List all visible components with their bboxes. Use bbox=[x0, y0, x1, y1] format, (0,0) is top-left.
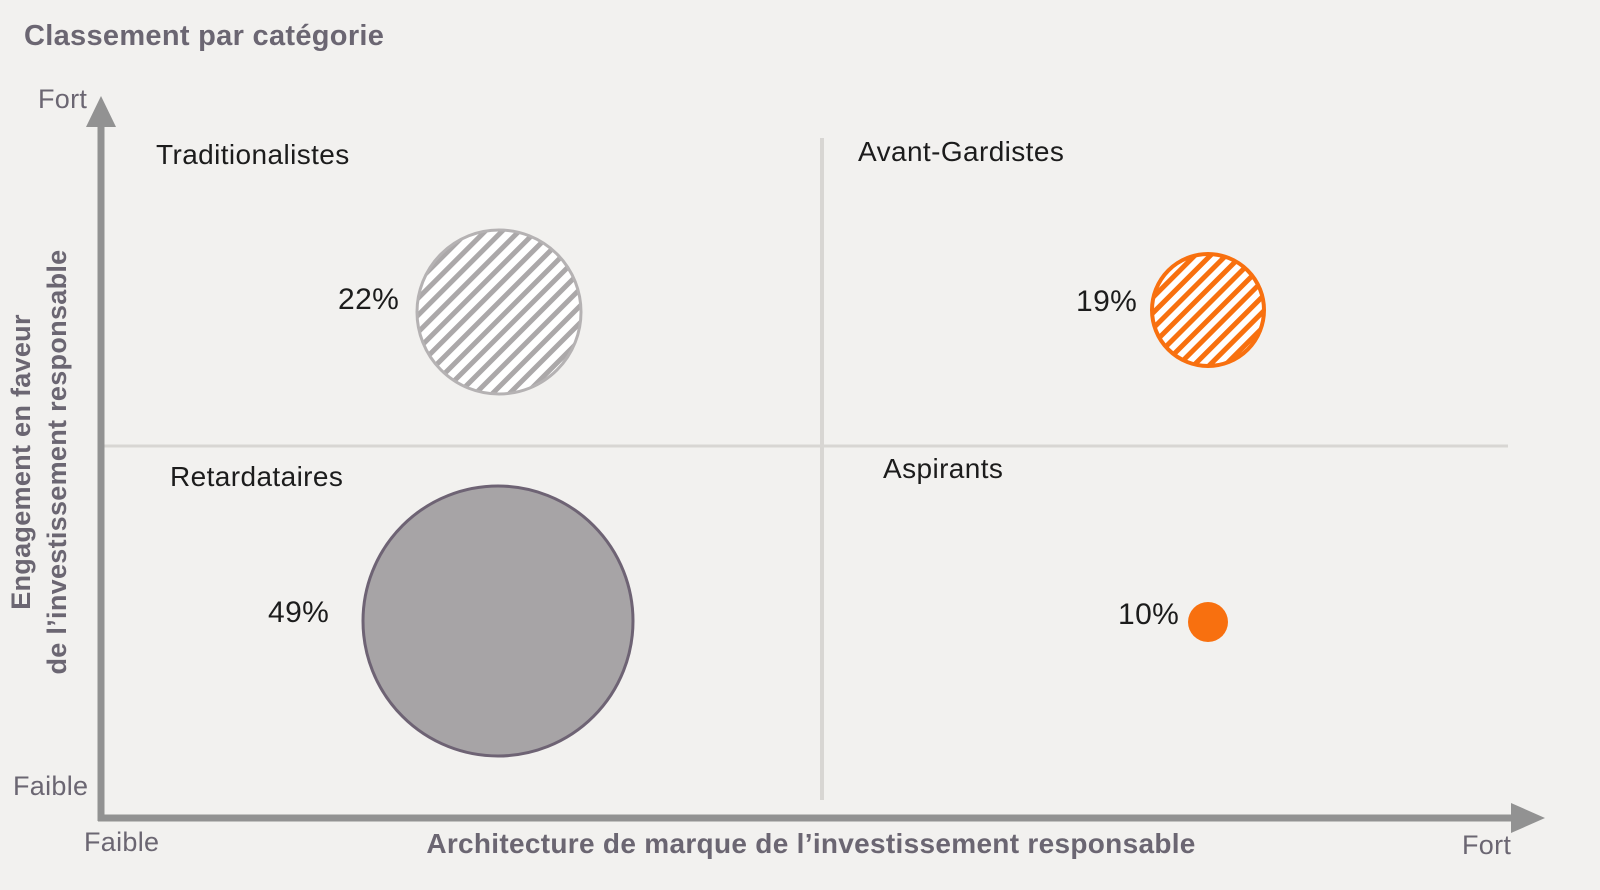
bubble-layer bbox=[361, 228, 1266, 758]
page-title: Classement par catégorie bbox=[24, 20, 385, 52]
x-axis-max-label: Fort bbox=[1462, 830, 1512, 860]
y-axis-title-line1: Engagement en faveur bbox=[6, 314, 36, 610]
value-label-retardataires: 49% bbox=[268, 596, 330, 629]
value-label-traditionalistes: 22% bbox=[338, 283, 400, 316]
quadrant-label-avant-gardistes: Avant-Gardistes bbox=[858, 136, 1065, 167]
y-axis-title: Engagement en faveur de l’investissement… bbox=[4, 162, 80, 762]
x-axis-arrow-icon bbox=[1511, 803, 1545, 833]
value-label-avant-gardistes: 19% bbox=[1076, 285, 1138, 318]
bubble-avant-gardistes bbox=[1150, 252, 1266, 368]
quadrant-label-aspirants: Aspirants bbox=[883, 453, 1004, 484]
bubble-retardataires bbox=[361, 484, 635, 758]
quadrant-label-retardataires: Retardataires bbox=[170, 461, 344, 492]
value-label-aspirants: 10% bbox=[1118, 598, 1180, 631]
quadrant-label-traditionalistes: Traditionalistes bbox=[156, 139, 350, 170]
y-axis-arrow-icon bbox=[86, 96, 116, 127]
bubble-traditionalistes bbox=[415, 228, 583, 396]
bubble-aspirants bbox=[1188, 602, 1228, 642]
x-axis-title: Architecture de marque de l’investisseme… bbox=[426, 828, 1196, 859]
x-axis-min-label: Faible bbox=[84, 827, 160, 857]
y-axis-min-label: Faible bbox=[13, 771, 89, 801]
y-axis-title-line2: de l’investissement responsable bbox=[41, 249, 72, 675]
y-axis-max-label: Fort bbox=[38, 84, 88, 114]
